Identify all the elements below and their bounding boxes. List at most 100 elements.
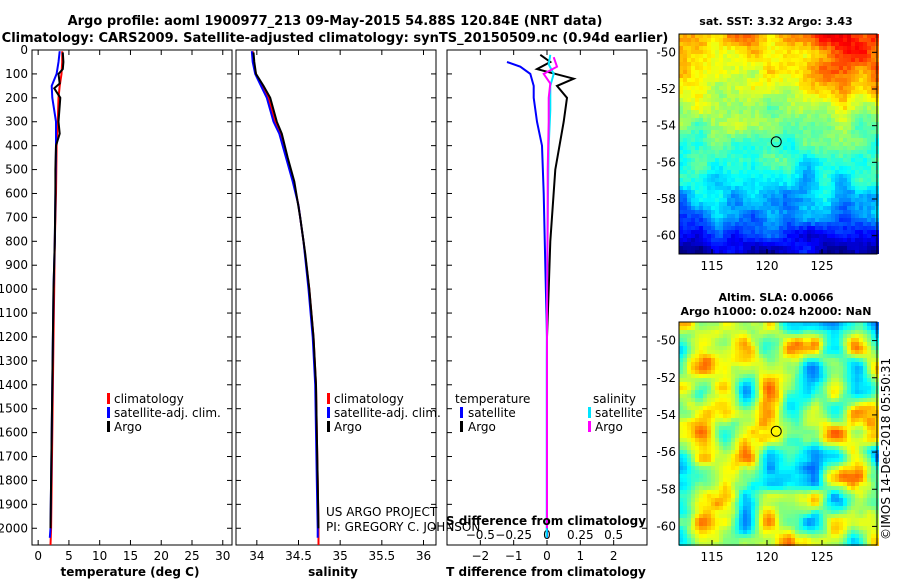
sla-map-cell	[827, 354, 831, 358]
sla-map-cell	[831, 446, 835, 450]
sst-map-cell	[771, 190, 775, 194]
sla-map-cell	[855, 430, 859, 434]
sst-map-cell	[827, 126, 831, 130]
sla-map-cell	[767, 466, 771, 470]
sst-map-cell	[719, 106, 723, 110]
sla-map-cell	[695, 474, 699, 478]
sla-map-cell	[743, 426, 747, 430]
sst-map-cell	[851, 90, 855, 94]
sst-map-cell	[779, 58, 783, 62]
sla-map-cell	[711, 350, 715, 354]
sst-map-cell	[807, 122, 811, 126]
sst-map-cell	[731, 98, 735, 102]
sst-map-cell	[683, 82, 687, 86]
sst-map-cell	[823, 66, 827, 70]
sst-map-cell	[847, 94, 851, 98]
sst-map-cell	[763, 242, 767, 246]
sla-map-cell	[759, 390, 763, 394]
sst-map-cell	[871, 182, 875, 186]
sst-map-cell	[807, 162, 811, 166]
sst-map-cell	[779, 154, 783, 158]
sla-map-cell	[703, 342, 707, 346]
sst-map-cell	[811, 190, 815, 194]
sla-map-cell	[715, 390, 719, 394]
sla-map-cell	[687, 350, 691, 354]
sst-map-cell	[859, 190, 863, 194]
salinity-series-argo	[252, 52, 320, 529]
sla-map-cell	[719, 354, 723, 358]
sla-map-cell	[819, 410, 823, 414]
sst-map-cell	[767, 214, 771, 218]
sst-map-cell	[707, 42, 711, 46]
sst-map-cell	[819, 86, 823, 90]
sla-map-cell	[811, 478, 815, 482]
sla-map-cell	[731, 362, 735, 366]
sst-map-cell	[699, 98, 703, 102]
sst-map-cell	[787, 106, 791, 110]
sla-map-cell	[847, 394, 851, 398]
sst-map-cell	[803, 46, 807, 50]
sla-map-cell	[703, 474, 707, 478]
sla-map-cell	[851, 342, 855, 346]
sla-map-cell	[751, 462, 755, 466]
sst-map-cell	[819, 142, 823, 146]
sst-map-cell	[679, 174, 683, 178]
sla-map-cell	[771, 386, 775, 390]
sst-map-cell	[759, 202, 763, 206]
sla-map-cell	[747, 354, 751, 358]
sla-map-cell	[835, 334, 839, 338]
sst-map-cell	[819, 242, 823, 246]
sst-map-cell	[835, 142, 839, 146]
sst-map-cell	[727, 130, 731, 134]
sla-map-cell	[775, 330, 779, 334]
sst-map-cell	[851, 102, 855, 106]
sst-map-cell	[687, 198, 691, 202]
sst-map-cell	[723, 198, 727, 202]
sst-map-cell	[819, 226, 823, 230]
sst-map-cell	[771, 250, 775, 254]
sst-map-cell	[779, 106, 783, 110]
sla-map-cell	[831, 470, 835, 474]
sst-map-cell	[775, 162, 779, 166]
sla-map-cell	[735, 334, 739, 338]
sst-map-cell	[819, 98, 823, 102]
sst-map-cell	[739, 54, 743, 58]
sst-map-cell	[743, 186, 747, 190]
sst-map-cell	[779, 202, 783, 206]
sst-map-cell	[863, 122, 867, 126]
sst-map-cell	[799, 110, 803, 114]
sst-map-cell	[723, 150, 727, 154]
sst-map-cell	[747, 138, 751, 142]
sla-map-cell	[827, 398, 831, 402]
sla-map-cell	[719, 346, 723, 350]
sla-map-cell	[755, 450, 759, 454]
sst-map-cell	[831, 118, 835, 122]
sst-map-cell	[747, 102, 751, 106]
sst-map-cell	[771, 118, 775, 122]
sst-map-cell	[695, 62, 699, 66]
sst-map-cell	[731, 198, 735, 202]
sst-map-cell	[731, 82, 735, 86]
sst-map-cell	[691, 218, 695, 222]
sla-map-cell	[863, 322, 867, 326]
sla-map-cell	[699, 466, 703, 470]
sst-map-cell	[787, 194, 791, 198]
sst-map-cell	[775, 158, 779, 162]
sla-map-cell	[743, 370, 747, 374]
sla-map-cell	[803, 342, 807, 346]
sla-map-cell	[699, 386, 703, 390]
sla-map-cell	[751, 362, 755, 366]
sst-map-cell	[835, 126, 839, 130]
sla-map-cell	[687, 438, 691, 442]
sla-map-cell	[783, 470, 787, 474]
sst-map-cell	[703, 206, 707, 210]
sst-map-cell	[683, 150, 687, 154]
sla-map-cell	[707, 426, 711, 430]
sla-map-cell	[871, 330, 875, 334]
sst-map-cell	[771, 70, 775, 74]
sla-map-cell	[727, 362, 731, 366]
sla-map-cell	[851, 418, 855, 422]
sla-map-cell	[703, 334, 707, 338]
sst-map-cell	[835, 58, 839, 62]
sst-map-cell	[735, 190, 739, 194]
